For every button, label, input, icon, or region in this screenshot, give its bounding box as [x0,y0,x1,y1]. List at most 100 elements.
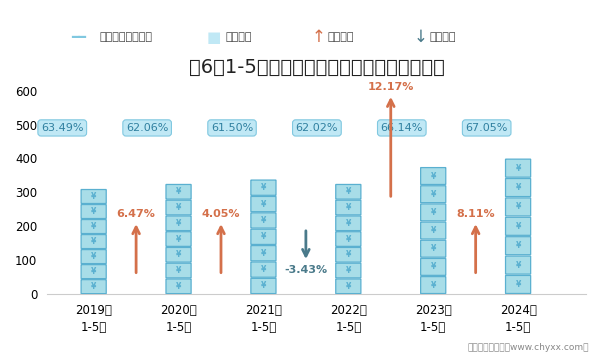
Text: ¥: ¥ [91,222,96,231]
Text: ¥: ¥ [516,222,521,231]
FancyBboxPatch shape [251,246,276,261]
Text: 同比增加: 同比增加 [328,32,354,42]
Text: ¥: ¥ [261,216,266,225]
Text: ¥: ¥ [516,203,521,211]
Text: ■: ■ [206,30,221,45]
Text: ¥: ¥ [516,280,521,289]
Text: ¥: ¥ [516,261,521,269]
FancyBboxPatch shape [251,197,276,212]
FancyBboxPatch shape [421,204,446,221]
Text: ¥: ¥ [176,282,182,291]
Text: 6.47%: 6.47% [117,209,156,219]
FancyBboxPatch shape [336,263,361,278]
FancyBboxPatch shape [421,222,446,239]
Text: ↑: ↑ [311,28,326,46]
FancyBboxPatch shape [505,276,531,293]
Text: ¥: ¥ [261,249,266,258]
Text: ¥: ¥ [91,282,96,291]
FancyBboxPatch shape [336,216,361,231]
Text: ¥: ¥ [261,183,266,192]
FancyBboxPatch shape [166,263,191,278]
FancyBboxPatch shape [251,278,276,294]
Text: ¥: ¥ [91,252,96,261]
FancyBboxPatch shape [251,229,276,245]
Text: ━━: ━━ [71,31,85,44]
Text: ¥: ¥ [176,235,182,244]
Text: 67.05%: 67.05% [466,123,508,133]
Text: 累计保费（亿元）: 累计保费（亿元） [99,32,152,42]
FancyBboxPatch shape [166,200,191,215]
Text: ¥: ¥ [261,200,266,209]
FancyBboxPatch shape [81,189,106,204]
Text: ↓: ↓ [413,28,428,46]
Text: 寿险占比: 寿险占比 [225,32,252,42]
FancyBboxPatch shape [505,159,531,177]
FancyBboxPatch shape [81,250,106,263]
Text: ¥: ¥ [346,282,351,291]
Text: ¥: ¥ [430,281,436,289]
Text: ¥: ¥ [261,232,266,241]
FancyBboxPatch shape [81,265,106,279]
FancyBboxPatch shape [505,217,531,235]
FancyBboxPatch shape [81,235,106,248]
FancyBboxPatch shape [421,258,446,275]
Text: ¥: ¥ [516,241,521,250]
FancyBboxPatch shape [336,232,361,246]
Text: 同比减少: 同比减少 [430,32,456,42]
Text: ¥: ¥ [430,190,436,199]
Text: ¥: ¥ [346,266,351,275]
FancyBboxPatch shape [81,280,106,294]
Text: 12.17%: 12.17% [368,82,414,92]
Text: 4.05%: 4.05% [202,209,240,219]
Text: ¥: ¥ [430,226,436,235]
FancyBboxPatch shape [421,168,446,184]
Text: 61.50%: 61.50% [211,123,253,133]
FancyBboxPatch shape [505,256,531,274]
Text: -3.43%: -3.43% [284,265,328,274]
Text: ¥: ¥ [346,235,351,244]
Text: ¥: ¥ [91,192,96,201]
FancyBboxPatch shape [505,178,531,197]
Text: ¥: ¥ [176,187,182,196]
Text: ¥: ¥ [516,164,521,173]
Text: 62.06%: 62.06% [126,123,168,133]
FancyBboxPatch shape [421,277,446,294]
FancyBboxPatch shape [81,205,106,219]
Text: ¥: ¥ [91,207,96,216]
Text: ¥: ¥ [346,187,351,196]
Text: ¥: ¥ [346,250,351,259]
Text: ¥: ¥ [91,237,96,246]
Text: ¥: ¥ [430,244,436,253]
FancyBboxPatch shape [251,180,276,195]
Text: ¥: ¥ [261,265,266,274]
Text: ¥: ¥ [430,172,436,180]
Text: ¥: ¥ [176,266,182,275]
FancyBboxPatch shape [505,198,531,216]
FancyBboxPatch shape [336,279,361,294]
FancyBboxPatch shape [251,213,276,228]
Text: ¥: ¥ [346,219,351,228]
Text: 8.11%: 8.11% [456,209,495,219]
Text: ¥: ¥ [176,219,182,228]
Text: 66.14%: 66.14% [380,123,423,133]
FancyBboxPatch shape [336,200,361,215]
Text: 制图：智研咨询（www.chyxx.com）: 制图：智研咨询（www.chyxx.com） [468,344,589,352]
Text: ¥: ¥ [346,203,351,212]
Text: ¥: ¥ [430,208,436,217]
Text: 63.49%: 63.49% [41,123,84,133]
FancyBboxPatch shape [336,247,361,262]
FancyBboxPatch shape [166,184,191,199]
FancyBboxPatch shape [251,262,276,277]
Text: ¥: ¥ [176,250,182,259]
FancyBboxPatch shape [166,232,191,246]
FancyBboxPatch shape [336,184,361,199]
FancyBboxPatch shape [505,237,531,255]
Text: ¥: ¥ [176,203,182,212]
FancyBboxPatch shape [166,216,191,231]
Text: ¥: ¥ [430,262,436,271]
FancyBboxPatch shape [81,220,106,234]
FancyBboxPatch shape [166,279,191,294]
FancyBboxPatch shape [421,186,446,203]
Text: ¥: ¥ [516,183,521,192]
FancyBboxPatch shape [166,247,191,262]
